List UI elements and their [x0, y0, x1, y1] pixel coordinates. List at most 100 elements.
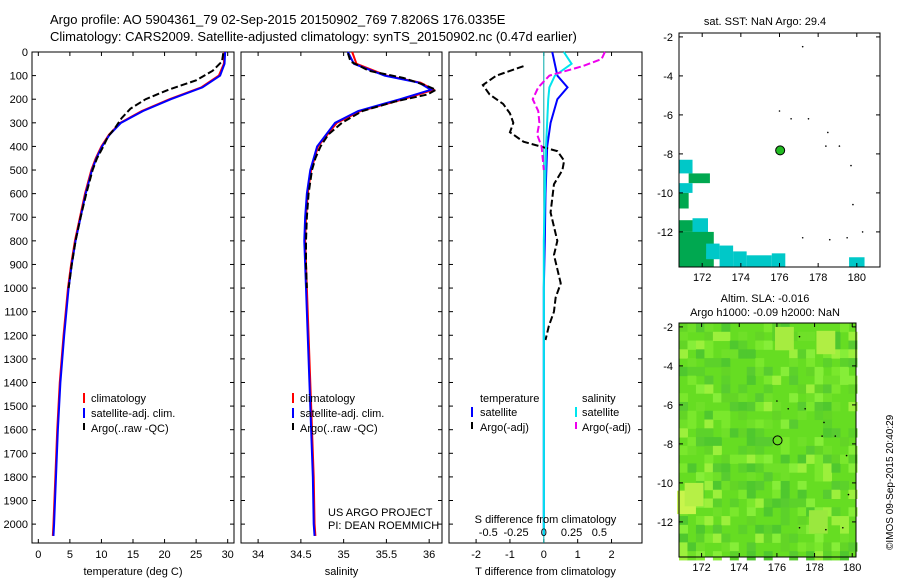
sla-cell — [679, 524, 688, 535]
sla-cell — [848, 375, 858, 385]
island-dot — [776, 400, 778, 402]
y-tick-label: 1500 — [4, 401, 28, 413]
sla-cell — [704, 419, 714, 429]
sla-cell — [772, 480, 782, 491]
island-dot — [778, 110, 781, 112]
sla-cell — [755, 419, 765, 429]
sla-cell — [814, 454, 824, 464]
sla-map-title-2: Argo h1000: -0.09 h2000: NaN — [690, 307, 840, 319]
sla-cell — [679, 349, 688, 359]
sla-map-x-tick-label: 176 — [768, 562, 786, 574]
island-dot — [790, 118, 792, 120]
sla-cell — [738, 524, 748, 535]
sla-cell — [746, 349, 756, 359]
sla-cell — [729, 542, 739, 552]
sst-map-title: sat. SST: NaN Argo: 29.4 — [704, 16, 826, 28]
sla-cell — [704, 437, 714, 447]
sla-cell — [831, 551, 841, 561]
sla-cell — [839, 358, 849, 368]
sla-cell — [746, 489, 756, 499]
sla-cell — [797, 524, 807, 535]
sla-cell — [848, 463, 858, 473]
sla-cell — [772, 524, 782, 535]
sla-cell — [746, 516, 756, 526]
difference-x-tick-label: -1 — [505, 549, 515, 561]
sla-cell — [695, 533, 705, 543]
sla-cell — [823, 463, 833, 473]
sla-cell — [814, 401, 824, 412]
sla-cell — [712, 410, 722, 421]
sla-map-y-tick-label: -10 — [657, 478, 673, 490]
sla-cell — [806, 445, 816, 456]
sla-cell — [823, 428, 833, 438]
sla-cell — [831, 454, 841, 464]
sla-cell — [738, 349, 748, 359]
temperature-x-tick-label: 20 — [158, 549, 170, 561]
sla-cell — [712, 331, 722, 342]
sla-cell — [738, 410, 748, 421]
imos-stamp: ©IMOS 09-Sep-2015 20:40:29 — [885, 414, 896, 550]
sla-cell — [755, 533, 765, 543]
sla-cell — [831, 489, 841, 499]
sla-cell — [806, 393, 816, 403]
sla-cell — [763, 419, 773, 429]
sla-cell — [848, 340, 858, 350]
header-line-2: Climatology: CARS2009. Satellite-adjuste… — [50, 29, 577, 44]
sla-cell — [712, 524, 722, 535]
sla-cell — [789, 393, 799, 403]
sla-cell — [848, 384, 858, 394]
sla-cell — [695, 384, 705, 394]
sla-cell — [687, 366, 697, 377]
sla-cell — [848, 542, 858, 552]
sst-map-y-tick-label: -10 — [657, 188, 673, 200]
y-tick-label: 600 — [10, 189, 28, 201]
series-argo — [67, 53, 225, 289]
sla-cell — [738, 401, 748, 412]
temperature-x-tick-label: 15 — [127, 549, 139, 561]
sla-cell — [746, 437, 756, 447]
sla-cell — [679, 366, 688, 377]
salinity-x-tick-label: 36 — [423, 549, 435, 561]
sla-cell — [721, 516, 731, 526]
sla-cell — [712, 480, 722, 491]
sla-cell — [839, 516, 849, 526]
sla-cell — [797, 331, 807, 342]
sla-cell — [746, 366, 756, 377]
sla-cell — [704, 533, 714, 543]
sst-cell — [706, 243, 720, 260]
sla-cell — [839, 323, 849, 333]
sla-cell — [848, 358, 858, 368]
sla-cell — [797, 401, 807, 412]
sla-cell — [780, 516, 790, 526]
sla-cell — [729, 349, 739, 359]
y-tick-label: 1900 — [4, 496, 28, 508]
sla-cell — [823, 445, 833, 456]
sla-cell — [687, 419, 697, 429]
sla-cell — [831, 375, 841, 385]
temperature-x-axis-label: temperature (deg C) — [83, 566, 182, 578]
sst-map-x-tick-label: 176 — [770, 272, 788, 284]
sla-cell — [814, 384, 824, 394]
sla-cell — [712, 472, 722, 482]
island-dot — [798, 526, 801, 529]
series-salinity-argo-adj- — [531, 51, 606, 171]
sla-cell — [823, 454, 833, 464]
sla-cell — [814, 472, 824, 482]
island-dot — [834, 435, 837, 437]
series-satellite — [303, 51, 434, 536]
sst-cell — [679, 159, 693, 174]
sla-cell — [721, 428, 731, 438]
sla-cell — [806, 358, 816, 368]
sla-cell — [738, 384, 748, 394]
sla-cell — [712, 358, 722, 368]
sla-cell — [704, 410, 714, 421]
sla-cell — [789, 551, 799, 561]
sla-cell — [780, 463, 790, 473]
sla-cell — [839, 480, 849, 491]
sla-cell — [814, 375, 824, 385]
sst-cell — [771, 253, 786, 267]
sla-cell — [755, 393, 765, 403]
sla-cell — [763, 384, 773, 394]
sst-map-y-tick-label: -2 — [663, 32, 673, 44]
sla-cell — [823, 401, 833, 412]
